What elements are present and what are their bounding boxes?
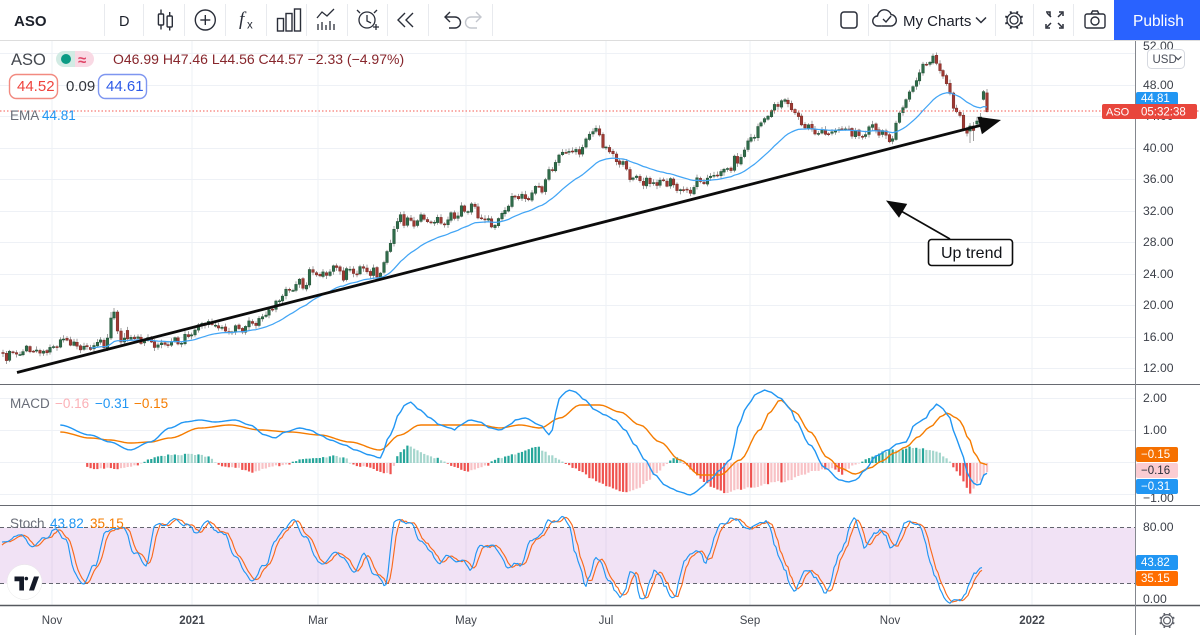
svg-text:80.00: 80.00: [1143, 520, 1174, 534]
svg-text:−0.15: −0.15: [134, 396, 168, 411]
svg-text:48.00: 48.00: [1143, 78, 1174, 92]
svg-text:USD: USD: [1153, 54, 1177, 66]
svg-text:43.82: 43.82: [1141, 557, 1170, 569]
svg-text:D: D: [119, 14, 129, 30]
svg-text:My Charts: My Charts: [903, 13, 971, 30]
svg-text:16.00: 16.00: [1143, 330, 1174, 344]
svg-text:−0.16: −0.16: [55, 396, 89, 411]
svg-text:ASO: ASO: [1106, 107, 1130, 119]
svg-text:−1.00: −1.00: [1143, 491, 1174, 505]
svg-text:−0.15: −0.15: [1141, 449, 1170, 461]
svg-text:ASO: ASO: [11, 51, 46, 69]
svg-text:0.00: 0.00: [1143, 592, 1167, 606]
svg-text:43.82: 43.82: [50, 516, 84, 531]
svg-text:O46.99 H47.46 L44.56 C44.57 −2: O46.99 H47.46 L44.56 C44.57 −2.33 (−4.97…: [113, 51, 404, 67]
svg-text:28.00: 28.00: [1143, 235, 1174, 249]
svg-text:20.00: 20.00: [1143, 298, 1174, 312]
svg-text:36.00: 36.00: [1143, 172, 1174, 186]
svg-text:2022: 2022: [1019, 615, 1045, 627]
svg-text:f: f: [239, 9, 247, 30]
svg-text:32.00: 32.00: [1143, 204, 1174, 218]
svg-text:44.81: 44.81: [42, 108, 76, 123]
svg-text:2021: 2021: [179, 615, 205, 627]
svg-text:35.15: 35.15: [90, 516, 124, 531]
svg-text:Nov: Nov: [880, 615, 901, 627]
svg-text:≈: ≈: [78, 52, 86, 69]
svg-text:−0.16: −0.16: [1141, 465, 1170, 477]
svg-text:40.00: 40.00: [1143, 141, 1174, 155]
svg-text:Sep: Sep: [740, 615, 760, 627]
svg-text:Publish: Publish: [1133, 13, 1184, 30]
svg-text:May: May: [455, 615, 477, 627]
svg-text:Mar: Mar: [308, 615, 328, 627]
svg-text:−0.31: −0.31: [95, 396, 129, 411]
svg-text:x: x: [247, 20, 253, 32]
svg-text:EMA: EMA: [10, 108, 39, 123]
svg-text:44.52: 44.52: [17, 78, 55, 95]
svg-text:Stoch: Stoch: [10, 516, 45, 531]
svg-text:ASO: ASO: [14, 13, 47, 30]
svg-text:Jul: Jul: [599, 615, 614, 627]
svg-text:44.81: 44.81: [1141, 93, 1170, 105]
svg-text:12.00: 12.00: [1143, 361, 1174, 375]
svg-text:35.15: 35.15: [1141, 573, 1170, 585]
svg-text:0.09: 0.09: [66, 78, 95, 95]
svg-text:05:32:38: 05:32:38: [1141, 107, 1186, 119]
svg-text:2.00: 2.00: [1143, 391, 1167, 405]
svg-text:MACD: MACD: [10, 396, 50, 411]
svg-text:−0.31: −0.31: [1141, 481, 1170, 493]
svg-text:Up trend: Up trend: [941, 245, 1002, 262]
svg-text:1.00: 1.00: [1143, 423, 1167, 437]
svg-text:Nov: Nov: [42, 615, 63, 627]
svg-text:44.61: 44.61: [106, 78, 144, 95]
svg-text:24.00: 24.00: [1143, 267, 1174, 281]
